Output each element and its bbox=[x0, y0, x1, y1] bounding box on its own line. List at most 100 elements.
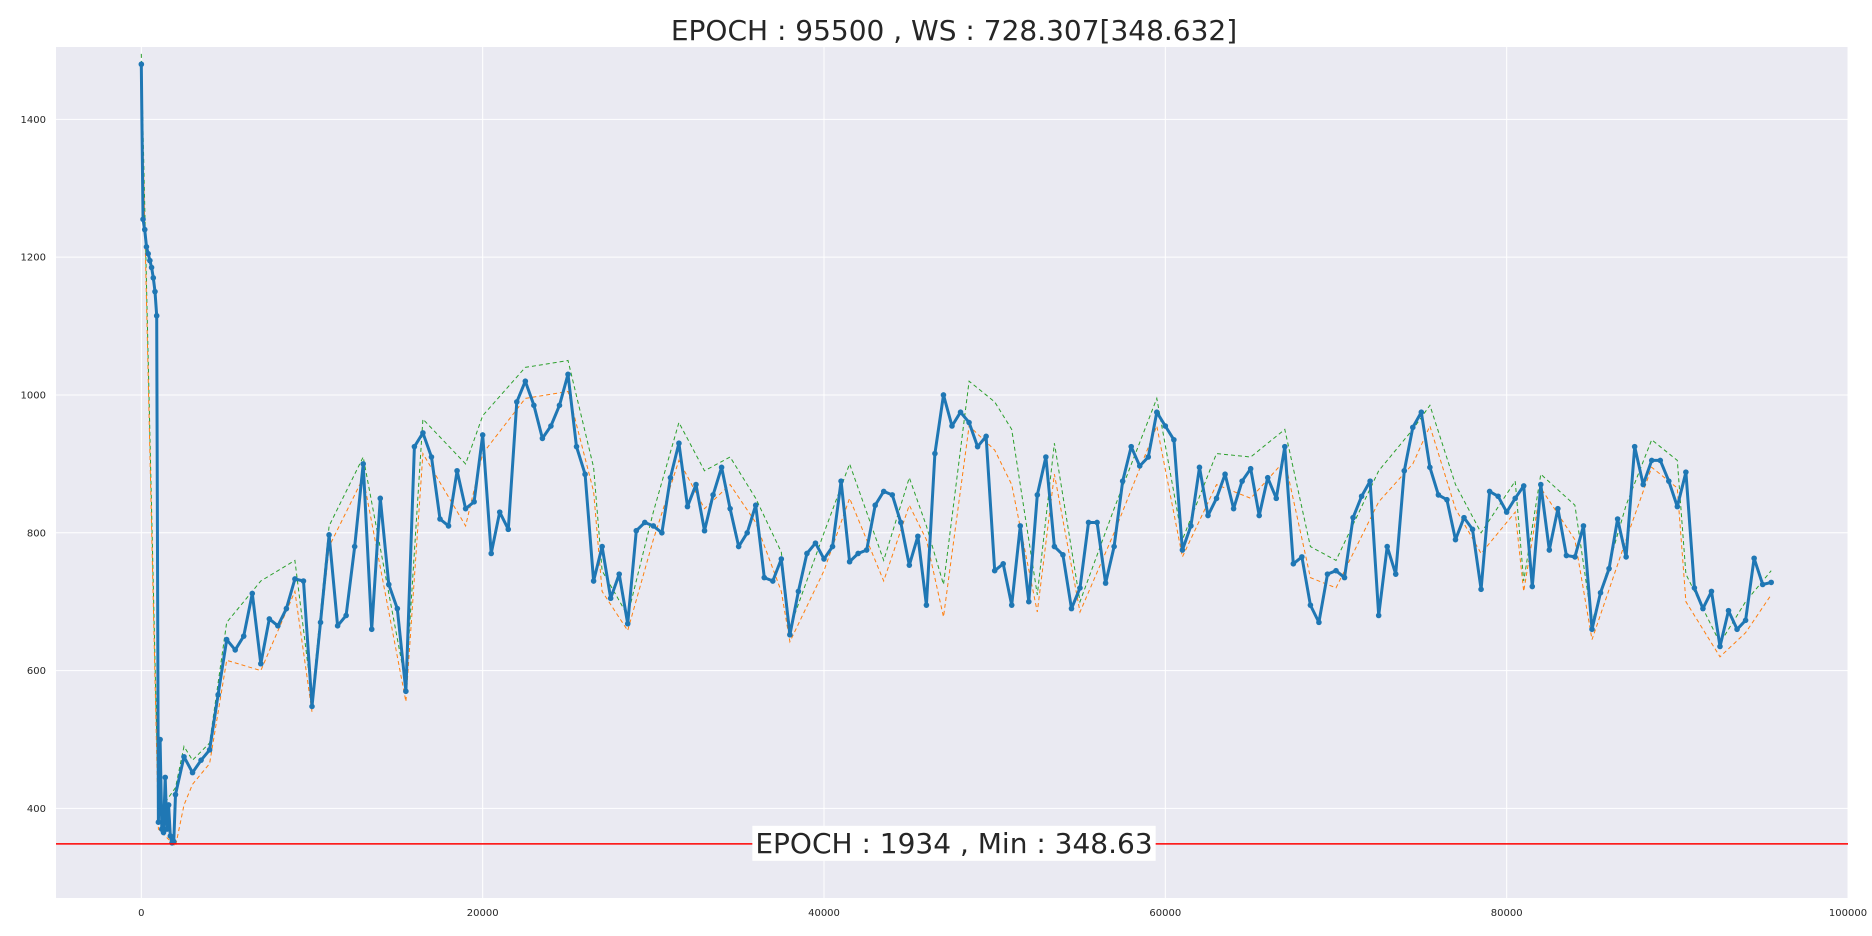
data-point bbox=[1205, 512, 1211, 519]
data-point bbox=[1768, 579, 1774, 586]
data-point bbox=[1307, 602, 1314, 608]
data-point bbox=[599, 543, 605, 550]
data-point bbox=[522, 378, 529, 384]
data-point bbox=[1461, 514, 1467, 521]
data-point bbox=[1119, 478, 1126, 484]
data-point bbox=[616, 571, 622, 577]
data-point bbox=[138, 61, 145, 68]
data-point bbox=[141, 226, 148, 233]
data-point bbox=[804, 550, 810, 557]
data-point bbox=[1111, 543, 1117, 550]
data-point bbox=[667, 474, 674, 481]
data-point bbox=[437, 516, 443, 522]
data-point bbox=[548, 423, 554, 429]
data-point bbox=[932, 450, 938, 457]
data-point bbox=[1486, 488, 1493, 495]
data-point bbox=[940, 392, 947, 398]
data-point bbox=[1290, 561, 1297, 567]
data-point bbox=[1572, 554, 1578, 560]
data-point bbox=[701, 527, 708, 534]
data-point bbox=[143, 244, 150, 250]
data-point bbox=[1282, 443, 1288, 450]
data-point bbox=[343, 612, 349, 619]
data-point bbox=[915, 533, 921, 540]
data-point bbox=[283, 605, 290, 612]
data-point bbox=[974, 443, 981, 450]
data-point bbox=[454, 467, 460, 474]
data-point bbox=[1077, 585, 1083, 591]
data-point bbox=[1324, 571, 1331, 577]
grid bbox=[56, 47, 1849, 898]
data-point bbox=[1495, 493, 1501, 500]
data-point bbox=[1333, 567, 1339, 574]
data-point bbox=[1060, 552, 1066, 558]
data-point bbox=[855, 550, 861, 557]
x-tick-label: 20000 bbox=[467, 908, 499, 919]
data-point bbox=[957, 409, 964, 416]
data-point bbox=[386, 581, 392, 588]
data-point bbox=[1392, 571, 1399, 577]
data-point bbox=[949, 423, 955, 429]
data-point bbox=[275, 623, 281, 629]
data-point bbox=[488, 550, 495, 557]
data-point bbox=[727, 505, 733, 512]
data-point bbox=[1171, 436, 1177, 443]
data-point bbox=[162, 774, 169, 781]
data-point bbox=[1316, 619, 1322, 626]
data-point bbox=[1666, 478, 1672, 484]
data-point bbox=[198, 757, 204, 763]
y-tick-label: 600 bbox=[27, 666, 46, 677]
data-point bbox=[752, 502, 759, 509]
data-point bbox=[633, 527, 640, 534]
data-point bbox=[140, 216, 146, 223]
data-point bbox=[505, 526, 512, 533]
data-point bbox=[1196, 464, 1203, 471]
data-point bbox=[153, 312, 160, 319]
data-point bbox=[1017, 523, 1024, 529]
upper-bound-line bbox=[140, 53, 1772, 814]
data-point bbox=[1154, 409, 1160, 416]
data-point bbox=[573, 443, 580, 450]
data-point bbox=[232, 647, 238, 653]
data-point bbox=[240, 633, 247, 639]
data-point bbox=[966, 419, 972, 426]
data-point bbox=[1529, 583, 1536, 590]
data-point bbox=[334, 623, 341, 629]
data-point bbox=[812, 540, 819, 546]
data-point bbox=[1375, 612, 1382, 619]
data-point bbox=[1247, 465, 1254, 472]
data-point bbox=[838, 478, 844, 484]
series-group bbox=[138, 53, 1774, 848]
data-point bbox=[300, 578, 307, 584]
data-point bbox=[1640, 481, 1646, 488]
x-tick-label: 80000 bbox=[1491, 908, 1523, 919]
data-point bbox=[1469, 526, 1476, 533]
data-point bbox=[539, 435, 546, 442]
data-point bbox=[898, 519, 904, 526]
data-point bbox=[403, 688, 409, 695]
data-point bbox=[1606, 565, 1612, 572]
data-point bbox=[165, 802, 172, 808]
data-point bbox=[223, 636, 230, 643]
data-point bbox=[795, 588, 802, 595]
data-point bbox=[1546, 547, 1553, 553]
data-point bbox=[1597, 589, 1604, 596]
data-point bbox=[150, 275, 157, 281]
data-point bbox=[292, 576, 298, 582]
tick-labels: 0 20000 40000 60000 80000 100000 400 600 800 1000… bbox=[21, 115, 1868, 919]
data-point bbox=[411, 443, 418, 450]
data-point bbox=[565, 371, 571, 378]
data-point bbox=[983, 433, 989, 440]
data-point bbox=[863, 547, 870, 553]
data-point bbox=[1512, 495, 1518, 502]
x-tick-label: 100000 bbox=[1829, 908, 1867, 919]
data-point bbox=[317, 619, 324, 626]
data-point bbox=[821, 556, 827, 562]
data-point bbox=[1751, 555, 1757, 562]
data-point bbox=[170, 838, 177, 845]
data-point bbox=[642, 519, 648, 526]
data-point bbox=[1759, 581, 1766, 588]
data-point bbox=[462, 505, 469, 512]
data-point bbox=[1034, 492, 1041, 498]
